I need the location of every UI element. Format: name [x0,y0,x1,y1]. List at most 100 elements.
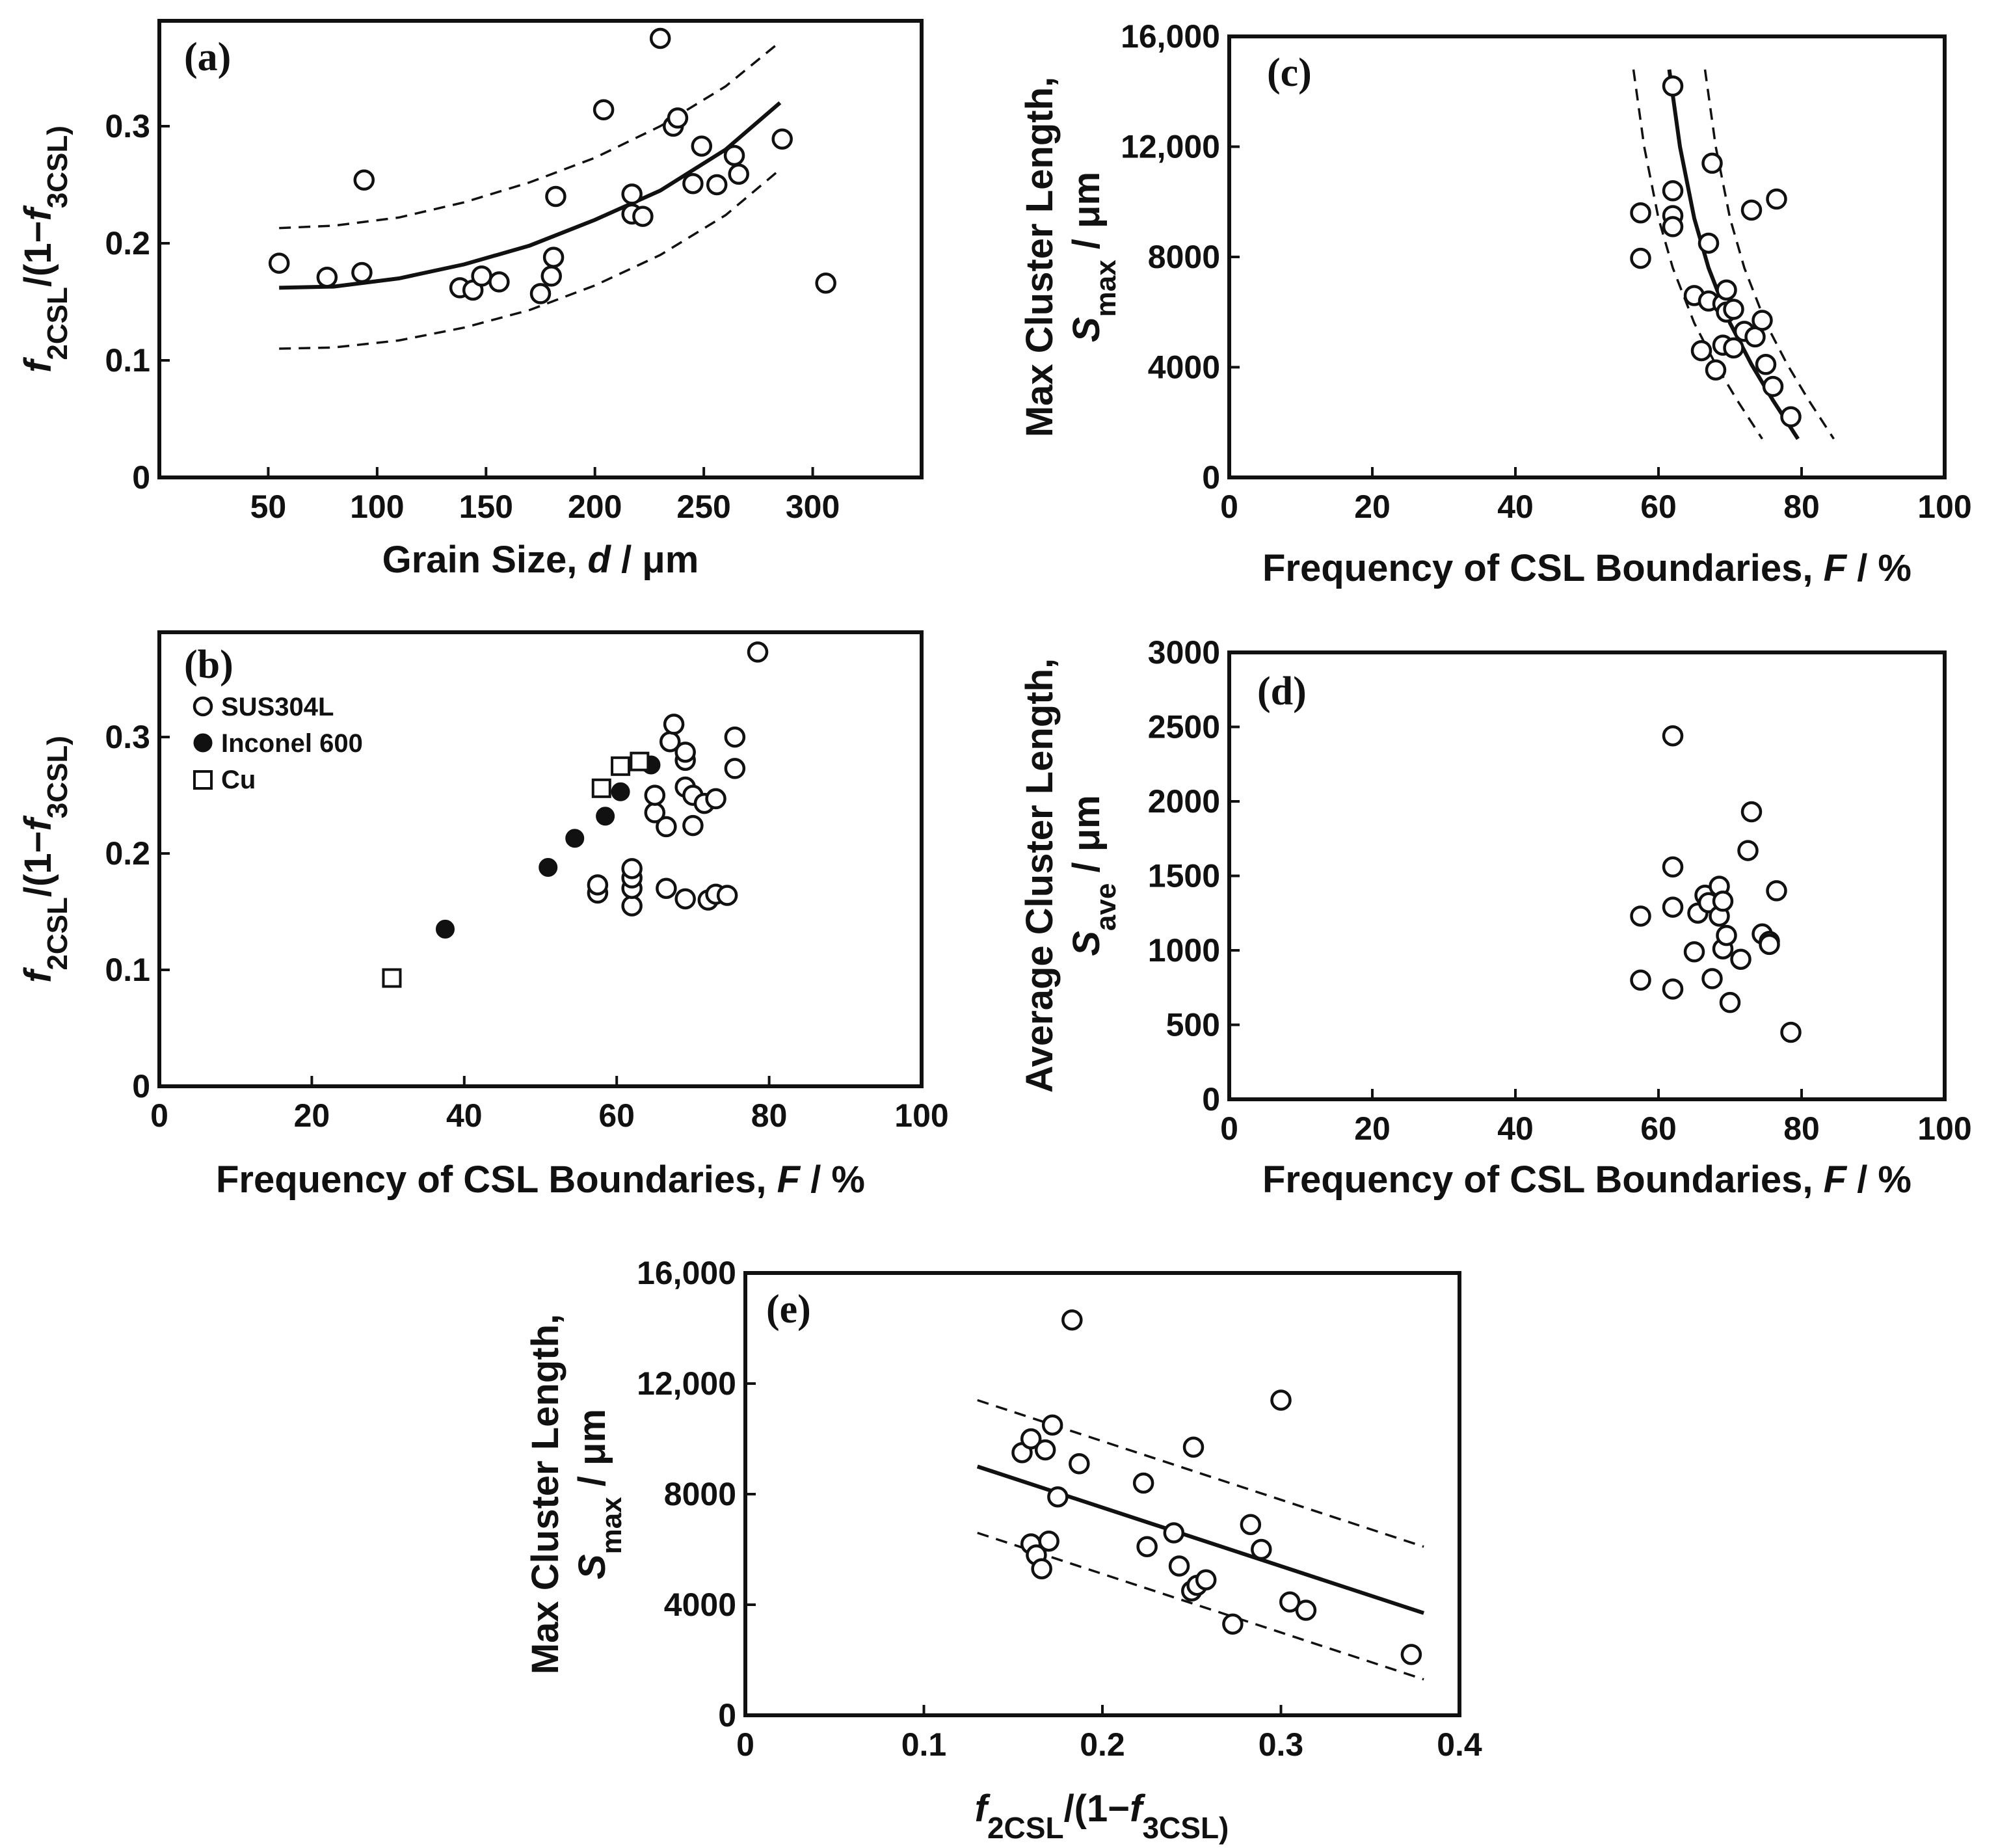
panel-d-point-data-13 [1712,891,1734,912]
panel-b-point-inconel-600-4 [611,782,630,801]
panel-e-band-lower-line [977,1531,1424,1681]
panel-a-point-data-25 [815,272,836,294]
legend-label-cu: Cu [221,766,256,794]
panel-c-xtick-label-100: 100 [1917,489,1971,525]
panel-a-point-data-23 [728,163,749,185]
panel-d-xtick-label-0: 0 [1220,1110,1238,1147]
panel-d-xtick-label-80: 80 [1783,1110,1820,1147]
panel-b-xtick-label-0: 0 [150,1097,168,1134]
panel-c-point-data-24 [1766,188,1787,210]
panel-c-point-data-21 [1752,310,1773,331]
panel-d-point-data-10 [1701,968,1723,989]
panel-e-ytick-label-12-000: 12,000 [637,1365,736,1402]
panel-a-point-data-11 [545,185,566,208]
panel-a-band-lower-line [279,168,781,350]
panel-d-point-data-5 [1662,978,1684,1000]
panel-e-xtick-label-0-3: 0.3 [1259,1726,1304,1763]
panel-e-ticks: 0 0.1 0.2 0.3 0.4 0 4000 8000 12,000 16,000 [637,1255,1482,1763]
panel-b-frame [157,630,924,1088]
panel-d-point-data-3 [1662,856,1684,878]
panel-c-xtick-label-0: 0 [1220,489,1238,525]
panel-d-ytick-label-2000: 2000 [1148,783,1220,820]
panel-c-label: (c) [1267,51,1312,95]
panel-d-ytick-label-500: 500 [1166,1007,1220,1043]
panel-a-point-data-6 [471,265,492,287]
panel-b-point-sus304l-23 [724,758,746,779]
panel-d-frame [1227,650,1947,1101]
panel-e-ylabel-line2: Smax / μm [571,1409,628,1579]
panel-a-band-upper-line [279,41,781,230]
panel-b-ytick-label-0: 0 [132,1068,150,1105]
panel-b-legend: SUS304L Inconel 600 Cu [193,693,363,794]
panel-d-ytick-label-2500: 2500 [1148,709,1220,745]
panel-a-label: (a) [184,35,231,79]
panel-a-point-data-20 [691,135,713,157]
panel-e-label: (e) [766,1287,811,1332]
panel-c-point-data-15 [1716,279,1737,301]
panel-e-point-data-13 [1163,1522,1185,1544]
panel-a-point-data-3 [353,169,375,191]
panel-c-ylabel-line2: Smax / μm [1065,172,1122,342]
panel-d-point-data-23 [1766,880,1787,902]
panel-c-point-data-16 [1723,299,1744,320]
panel-a-marks [268,27,836,350]
panel-e-xtick-label-0: 0 [736,1726,754,1763]
panel-b-marks [382,641,769,988]
panel-e-point-data-5 [1034,1439,1056,1461]
panel-c-point-data-19 [1740,199,1763,221]
panel-d-ytick-label-0: 0 [1202,1081,1220,1118]
panel-b-ytick-label-0-2: 0.2 [105,835,150,872]
panel-a-point-data-18 [667,107,689,129]
panel-a-point-data-1 [316,266,338,288]
panel-d-point-data-18 [1737,840,1759,861]
panel-c-point-data-5 [1662,216,1684,237]
panel-c-point-data-25 [1780,406,1802,428]
legend-marker-cu [193,770,213,790]
panel-c-ytick-label-16-000: 16,000 [1121,18,1220,55]
panel-e-point-data-20 [1240,1514,1262,1535]
panel-b-xtick-label-40: 40 [446,1097,483,1134]
panel-b-xtick-label-60: 60 [598,1097,635,1134]
panel-c-xtick-label-60: 60 [1640,489,1677,525]
panel-b-point-inconel-600-0 [436,919,455,939]
panel-e-point-data-12 [1136,1536,1158,1557]
panel-d-xtick-label-100: 100 [1917,1110,1971,1147]
panel-c-band-lower-line [1632,69,1763,440]
panel-a-point-data-8 [529,283,552,304]
legend-marker-inconel600 [193,733,213,753]
panel-b-point-inconel-600-1 [539,858,558,877]
panel-e-ytick-label-16-000: 16,000 [637,1255,736,1291]
panel-d-point-data-17 [1730,948,1752,970]
panel-a-xtick-label-50: 50 [250,489,287,525]
panel-b-point-sus304l-5 [621,858,643,879]
panel-b-point-sus304l-2 [621,895,643,917]
panel-c-point-data-11 [1705,359,1727,381]
panel-c-point-data-3 [1662,180,1684,202]
panel-a-xtick-label-300: 300 [786,489,840,525]
panel-e-point-data-1 [1020,1428,1042,1450]
panel-b-point-sus304l-11 [663,714,685,735]
panel-e-point-data-4 [1031,1558,1052,1579]
panel-b-ytick-label-0-3: 0.3 [105,719,150,755]
panel-a-point-data-12 [593,99,615,121]
panel-e-point-data-18 [1195,1569,1217,1590]
panel-d-xtick-label-20: 20 [1354,1110,1391,1147]
panel-c-point-data-2 [1662,75,1684,97]
panel-d-xtick-label-60: 60 [1640,1110,1677,1147]
panel-e-point-data-6 [1038,1531,1059,1552]
panel-b-point-sus304l-22 [716,885,738,906]
panel-a-point-data-24 [771,128,793,150]
panel-e-xtick-label-0-2: 0.2 [1080,1726,1125,1763]
panel-c: 0 20 40 60 80 100 0 4000 8000 12,000 16,000 (c) Fr… [1019,18,1972,589]
panel-d-point-data-22 [1759,933,1780,956]
panel-b-xtick-label-20: 20 [294,1097,330,1134]
legend-marker-sus304l [193,696,213,717]
panel-e-point-data-24 [1295,1600,1317,1621]
panel-d-label: (d) [1257,669,1307,714]
panel-b-point-sus304l-16 [682,814,704,837]
panel-a-point-data-13 [621,183,643,205]
panel-b-point-sus304l-24 [724,726,746,748]
panel-a-xtick-label-200: 200 [568,489,622,525]
